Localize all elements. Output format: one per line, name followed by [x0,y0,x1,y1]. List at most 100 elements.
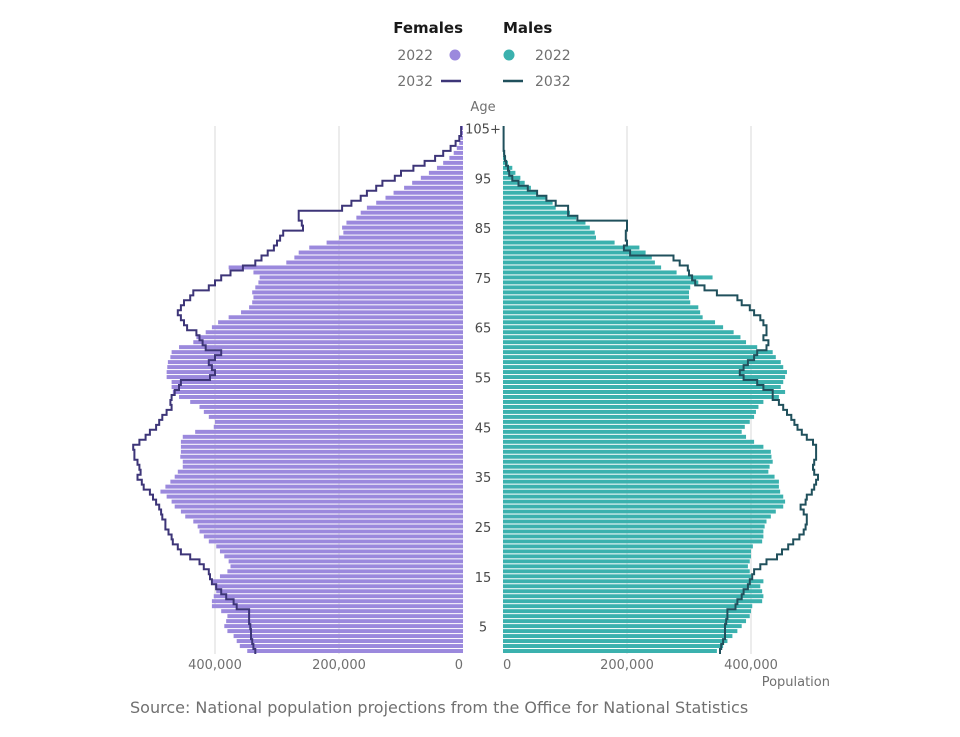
bar-female-2022 [219,574,463,579]
bar-female-2022 [226,619,463,624]
bar-male-2022 [503,644,724,649]
bar-female-2022 [208,539,463,544]
bar-female-2022 [179,345,464,350]
bar-female-2022 [180,444,463,449]
bar-female-2022 [203,409,463,414]
bar-female-2022 [171,499,463,504]
bar-female-2022 [208,414,463,419]
legend-female-2022-label: 2022 [397,48,433,64]
bar-female-2022 [255,285,463,290]
bar-female-2022 [456,145,463,150]
bar-male-2022 [503,429,742,434]
bar-male-2022 [503,524,765,529]
bar-male-2022 [503,385,781,389]
bar-female-2022 [346,220,463,225]
age-tick-label: 15 [475,571,492,586]
bar-male-2022 [503,574,751,579]
bar-male-2022 [503,275,713,280]
bar-female-2022 [174,474,463,479]
bar-female-2022 [182,434,463,439]
bar-female-2022 [249,305,463,310]
bar-male-2022 [503,394,779,399]
bar-female-2022 [258,280,463,285]
bar-female-2022 [213,594,463,599]
bar-male-2022 [503,255,652,260]
male-2022-bars [503,126,787,653]
age-tick-label: 65 [475,322,492,337]
bar-female-2022 [193,519,464,524]
bar-male-2022 [503,564,748,569]
bar-female-2022 [180,449,463,454]
bar-female-2022 [199,529,463,534]
bar-male-2022 [503,639,728,644]
bar-male-2022 [503,315,703,320]
bar-female-2022 [166,375,463,380]
bar-male-2022 [503,280,699,285]
bar-male-2022 [503,285,691,290]
bar-male-2022 [503,270,677,275]
age-tick-label: 95 [475,172,492,187]
age-tick-label: 85 [475,222,492,237]
bar-female-2022 [182,464,463,469]
bar-female-2022 [227,569,463,574]
bar-female-2022 [326,240,463,245]
bar-female-2022 [420,175,463,180]
bar-female-2022 [213,424,463,429]
bar-female-2022 [253,295,463,300]
bar-male-2022 [503,215,577,220]
bar-female-2022 [203,534,463,539]
bar-female-2022 [443,160,463,165]
bar-male-2022 [503,614,750,619]
bar-male-2022 [503,534,764,539]
bar-female-2022 [230,564,463,569]
bar-female-2022 [216,589,463,594]
bar-male-2022 [503,235,596,240]
bar-female-2022 [165,484,463,489]
bar-male-2022 [503,519,767,524]
bar-male-2022 [503,345,758,350]
bar-male-2022 [503,609,751,614]
bar-female-2022 [170,479,464,484]
line-female-2032 [132,126,463,654]
bar-male-2022 [503,439,755,444]
bar-male-2022 [503,489,781,494]
bar-female-2022 [218,320,463,325]
bar-male-2022 [503,409,756,414]
bar-male-2022 [503,325,724,330]
projection-2032-lines [132,126,819,654]
bar-female-2022 [166,370,463,375]
bar-male-2022 [503,205,556,210]
bar-female-2022 [170,355,464,360]
bar-female-2022 [166,494,463,499]
bar-female-2022 [180,509,463,514]
bar-male-2022 [503,469,769,474]
bar-female-2022 [247,649,463,653]
bar-male-2022 [503,399,764,404]
bar-male-2022 [503,589,763,594]
bar-female-2022 [294,255,463,260]
bar-male-2022 [503,295,689,300]
bar-male-2022 [503,220,586,225]
bar-male-2022 [503,305,699,310]
bar-male-2022 [503,330,734,335]
bar-female-2022 [252,300,463,305]
legend-female-2032-label: 2032 [397,74,433,90]
source-note: Source: National population projections … [130,698,749,717]
legend-female-2022-dot [449,49,461,61]
bar-male-2022 [503,594,764,599]
bar-male-2022 [503,434,747,439]
bar-male-2022 [503,355,776,360]
x-tick-label-female: 200,000 [312,658,366,673]
bar-female-2022 [376,200,463,205]
bar-female-2022 [196,335,463,340]
bar-female-2022 [219,549,463,554]
bar-female-2022 [453,150,463,155]
bar-male-2022 [503,230,595,235]
x-tick-label-male: 200,000 [600,658,654,673]
bar-male-2022 [503,554,751,559]
legend-male-2022-dot [503,49,515,61]
bar-male-2022 [503,240,615,245]
bar-female-2022 [174,504,463,509]
bar-female-2022 [253,270,463,275]
bar-female-2022 [228,315,463,320]
